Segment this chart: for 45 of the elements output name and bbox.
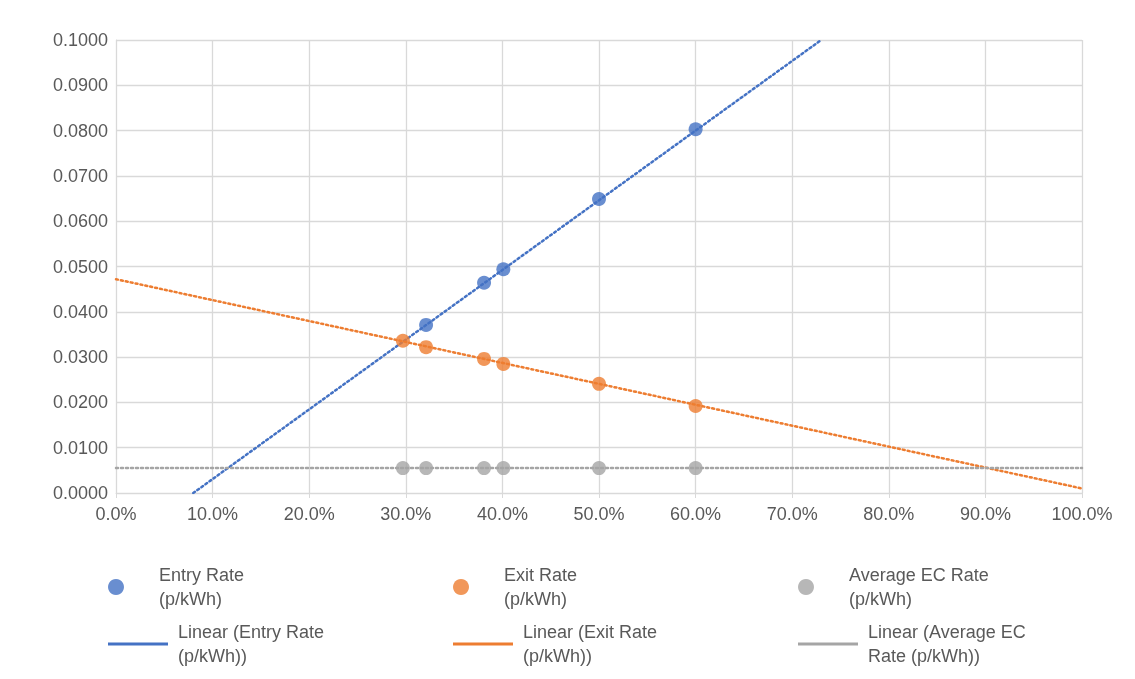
x-tick-label: 80.0%	[863, 504, 915, 524]
x-tick-label: 0.0%	[95, 504, 137, 524]
point	[496, 262, 511, 277]
point	[496, 356, 511, 371]
point	[477, 351, 492, 366]
legend-label: Linear (Exit Rate (p/kWh))	[523, 622, 658, 666]
y-tick-label: 0.0300	[52, 347, 108, 368]
y-tick-label: 0.0700	[52, 165, 108, 186]
legend-label: Exit Rate (p/kWh)	[504, 565, 578, 609]
point	[395, 333, 410, 348]
point	[592, 461, 606, 476]
point	[592, 192, 606, 206]
point	[395, 461, 410, 476]
y-tick-label: 0.0900	[52, 75, 108, 96]
legend-label: Linear (Entry Rate (p/kWh))	[178, 622, 325, 666]
x-tick-label: 40.0%	[476, 504, 528, 524]
point	[419, 340, 434, 355]
point	[688, 399, 703, 414]
y-tick-label: 0.1000	[52, 30, 108, 50]
y-tick-label: 0.0400	[52, 301, 108, 322]
y-tick-label: 0.0200	[52, 392, 108, 413]
y-tick-label: 0.0500	[52, 256, 108, 277]
point	[419, 461, 434, 476]
point	[419, 317, 434, 332]
point	[688, 122, 703, 137]
point	[477, 275, 492, 290]
legend-label: Average EC Rate (p/kWh)	[849, 565, 989, 609]
x-tick-label: 90.0%	[959, 504, 1011, 524]
y-tick-label: 0.0800	[52, 120, 108, 141]
x-tick-label: 60.0%	[670, 504, 722, 524]
point	[496, 461, 511, 476]
y-tick-label: 0.0100	[52, 437, 108, 458]
point	[592, 376, 606, 391]
x-tick-label: 100.0%	[1051, 504, 1113, 524]
x-tick-label: 10.0%	[187, 504, 239, 524]
x-tick-label: 50.0%	[573, 504, 625, 524]
y-tick-label: 0.0600	[52, 211, 108, 232]
legend-label: Entry Rate (p/kWh)	[159, 565, 245, 609]
x-tick-label: 20.0%	[283, 504, 335, 524]
point	[688, 461, 703, 476]
legend-label: Linear (Average EC Rate (p/kWh))	[868, 622, 1026, 666]
x-tick-label: 30.0%	[380, 504, 432, 524]
y-tick-label: 0.0000	[52, 483, 108, 503]
point	[477, 461, 492, 476]
x-tick-label: 70.0%	[766, 504, 818, 524]
